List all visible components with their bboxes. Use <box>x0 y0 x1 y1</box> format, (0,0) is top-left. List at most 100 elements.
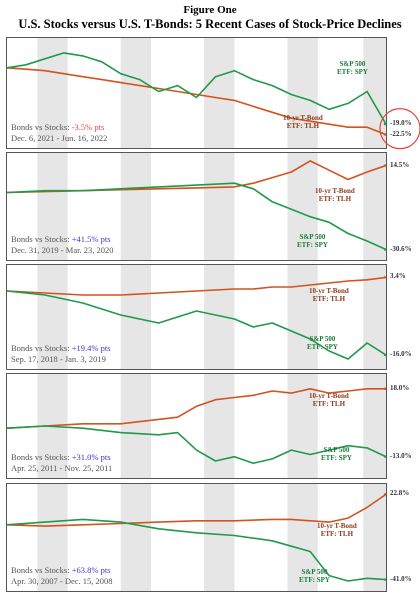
panel-plot <box>6 38 420 150</box>
series-label-line: ETF: SPY <box>307 343 338 351</box>
spread-value: +63.8% pts <box>71 565 111 575</box>
shaded-band <box>37 484 68 591</box>
panel-info: Bonds vs Stocks: +63.8% pts Apr. 30, 2007… <box>11 565 113 587</box>
chart-panel-2: Bonds vs Stocks: +41.5% pts Dec. 31, 2019… <box>6 152 412 261</box>
tlh-series-label: 10-yr T-Bond ETF: TLH <box>309 392 349 408</box>
spread-value: +19.4% pts <box>71 343 111 353</box>
spy-end-value: -30.6% <box>390 244 412 253</box>
series-label-line: ETF: TLH <box>312 400 346 408</box>
panel-info: Bonds vs Stocks: -3.5% pts Dec. 6, 2021 -… <box>11 122 107 144</box>
panel-plot <box>6 265 387 369</box>
tlh-series-label: 10-yr T-Bond ETF: TLH <box>309 287 349 303</box>
panel-info: Bonds vs Stocks: +31.0% pts Apr. 25, 2011… <box>11 452 112 474</box>
shaded-band <box>204 484 235 591</box>
spy-end-value: -19.0% <box>390 119 412 128</box>
shaded-band <box>120 484 152 591</box>
date-range: Sep. 17, 2018 - Jan. 3, 2019 <box>11 354 106 364</box>
spy-series-line <box>6 52 387 125</box>
date-range: Apr. 30, 2007 - Dec. 15, 2008 <box>11 576 113 586</box>
spread-line: Bonds vs Stocks: +19.4% pts <box>11 343 111 354</box>
shaded-band <box>204 265 235 369</box>
series-label-line: S&P 500 <box>309 335 336 343</box>
series-label-line: ETF: TLH <box>318 195 352 203</box>
spy-series-label: S&P 500 ETF: SPY <box>297 233 328 249</box>
shaded-band <box>120 153 152 260</box>
series-label-line: ETF: SPY <box>297 241 328 249</box>
series-label-line: S&P 500 <box>299 233 326 241</box>
panel-plot <box>6 374 387 478</box>
figure-label: Figure One <box>183 4 237 16</box>
series-label-line: 10-yr T-Bond <box>309 287 349 295</box>
tlh-series-label: 10-yr T-Bond ETF: TLH <box>283 114 323 130</box>
chart-panel-4: Bonds vs Stocks: +31.0% pts Apr. 25, 2011… <box>6 373 412 479</box>
tlh-series-line <box>6 493 387 527</box>
spread-value: +41.5% pts <box>71 234 111 244</box>
tlh-series-line <box>6 67 387 136</box>
chart-panel-3: Bonds vs Stocks: +19.4% pts Sep. 17, 2018… <box>6 264 412 370</box>
spread-value: +31.0% pts <box>71 452 111 462</box>
series-label-line: ETF: SPY <box>337 68 368 76</box>
panel-info: Bonds vs Stocks: +19.4% pts Sep. 17, 2018… <box>11 343 111 365</box>
tlh-end-point <box>383 164 387 167</box>
bonds-vs-stocks-label: Bonds vs Stocks: <box>11 565 72 575</box>
panel-plot <box>6 153 387 260</box>
series-label-line: ETF: TLH <box>286 122 320 130</box>
tlh-series-line <box>6 276 387 296</box>
shaded-band <box>204 153 235 260</box>
bonds-vs-stocks-label: Bonds vs Stocks: <box>11 122 72 132</box>
spy-end-point <box>383 122 387 126</box>
tlh-series-line <box>6 388 386 429</box>
tlh-end-point <box>383 276 387 279</box>
spread-line: Bonds vs Stocks: -3.5% pts <box>11 122 107 133</box>
series-label-line: S&P 500 <box>339 60 366 68</box>
series-label-line: 10-yr T-Bond <box>317 522 357 530</box>
spy-series-label: S&P 500 ETF: SPY <box>321 446 352 462</box>
shaded-band <box>287 484 318 591</box>
tlh-end-point <box>383 387 387 390</box>
date-range: Dec. 6, 2021 - Jun. 16, 2022 <box>11 133 108 143</box>
tlh-end-point <box>383 493 387 496</box>
series-label-line: S&P 500 <box>301 568 328 576</box>
highlight-circle <box>379 108 420 150</box>
shaded-band <box>363 484 386 591</box>
date-range: Apr. 25, 2011 - Nov. 25, 2011 <box>11 463 113 473</box>
panel-plot <box>6 484 387 591</box>
spread-line: Bonds vs Stocks: +41.5% pts <box>11 234 113 245</box>
spy-series-label: S&P 500 ETF: SPY <box>307 335 338 351</box>
series-label-line: 10-yr T-Bond <box>283 114 323 122</box>
series-label-line: ETF: TLH <box>312 295 346 303</box>
chart-panel-5: Bonds vs Stocks: +63.8% pts Apr. 30, 2007… <box>6 483 412 592</box>
spy-end-value: -13.0% <box>390 451 412 460</box>
series-label-line: 10-yr T-Bond <box>315 187 355 195</box>
bonds-vs-stocks-label: Bonds vs Stocks: <box>11 234 72 244</box>
spy-series-line <box>6 290 387 360</box>
tlh-end-value: -22.5% <box>390 129 412 138</box>
series-label-line: ETF: TLH <box>320 530 354 538</box>
spy-end-value: -41.0% <box>390 574 412 583</box>
tlh-series-label: 10-yr T-Bond ETF: TLH <box>317 522 357 538</box>
spread-line: Bonds vs Stocks: +31.0% pts <box>11 452 112 463</box>
series-label-line: ETF: SPY <box>321 454 352 462</box>
tlh-end-point <box>383 133 387 136</box>
spy-series-line <box>6 518 387 582</box>
figure-title: U.S. Stocks versus U.S. T-Bonds: 5 Recen… <box>18 17 402 31</box>
spy-end-point <box>383 578 387 581</box>
shaded-band <box>287 38 318 148</box>
shaded-band <box>120 38 152 148</box>
spy-series-line <box>6 182 387 251</box>
tlh-series-label: 10-yr T-Bond ETF: TLH <box>315 187 355 203</box>
bonds-vs-stocks-label: Bonds vs Stocks: <box>11 452 72 462</box>
chart-panel-1: Bonds vs Stocks: -3.5% pts Dec. 6, 2021 -… <box>6 37 420 150</box>
series-label-line: 10-yr T-Bond <box>309 392 349 400</box>
shaded-band <box>204 374 235 478</box>
series-label-line: S&P 500 <box>323 446 350 454</box>
spy-end-point <box>383 353 387 357</box>
spy-series-label: S&P 500 ETF: SPY <box>337 60 368 76</box>
shaded-band <box>363 38 386 148</box>
shaded-band <box>204 38 235 148</box>
shaded-band <box>363 153 386 260</box>
tlh-end-value: 18.0% <box>390 383 410 392</box>
spy-series-label: S&P 500 ETF: SPY <box>299 568 330 584</box>
shaded-band <box>363 265 386 369</box>
shaded-band <box>363 374 386 478</box>
